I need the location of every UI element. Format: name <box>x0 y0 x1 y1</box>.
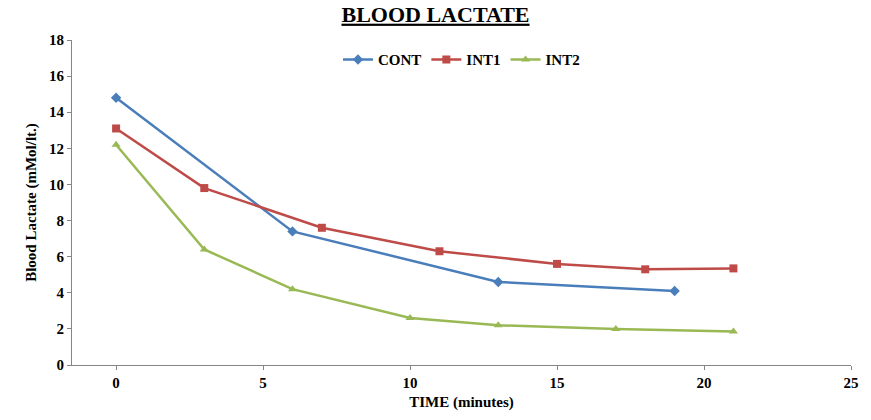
svg-text:10: 10 <box>403 375 418 391</box>
svg-text:BLOOD LACTATE: BLOOD LACTATE <box>341 2 529 27</box>
svg-text:14: 14 <box>49 104 65 120</box>
svg-text:0: 0 <box>57 357 65 373</box>
svg-text:2: 2 <box>57 321 65 337</box>
svg-text:12: 12 <box>49 141 64 157</box>
svg-text:6: 6 <box>57 249 65 265</box>
svg-text:4: 4 <box>57 285 65 301</box>
svg-text:0: 0 <box>112 375 120 391</box>
svg-text:8: 8 <box>57 213 65 229</box>
svg-text:10: 10 <box>49 177 64 193</box>
svg-text:INT2: INT2 <box>546 52 580 68</box>
svg-text:5: 5 <box>259 375 267 391</box>
svg-text:18: 18 <box>49 32 64 48</box>
svg-text:20: 20 <box>697 375 712 391</box>
svg-text:CONT: CONT <box>378 52 421 68</box>
svg-text:TIME (minutes): TIME (minutes) <box>409 394 514 411</box>
svg-text:Blood Lactate (mMol/lt.): Blood Lactate (mMol/lt.) <box>23 123 40 282</box>
svg-text:16: 16 <box>49 68 65 84</box>
svg-text:15: 15 <box>550 375 565 391</box>
svg-text:25: 25 <box>844 375 859 391</box>
svg-text:INT1: INT1 <box>466 52 500 68</box>
